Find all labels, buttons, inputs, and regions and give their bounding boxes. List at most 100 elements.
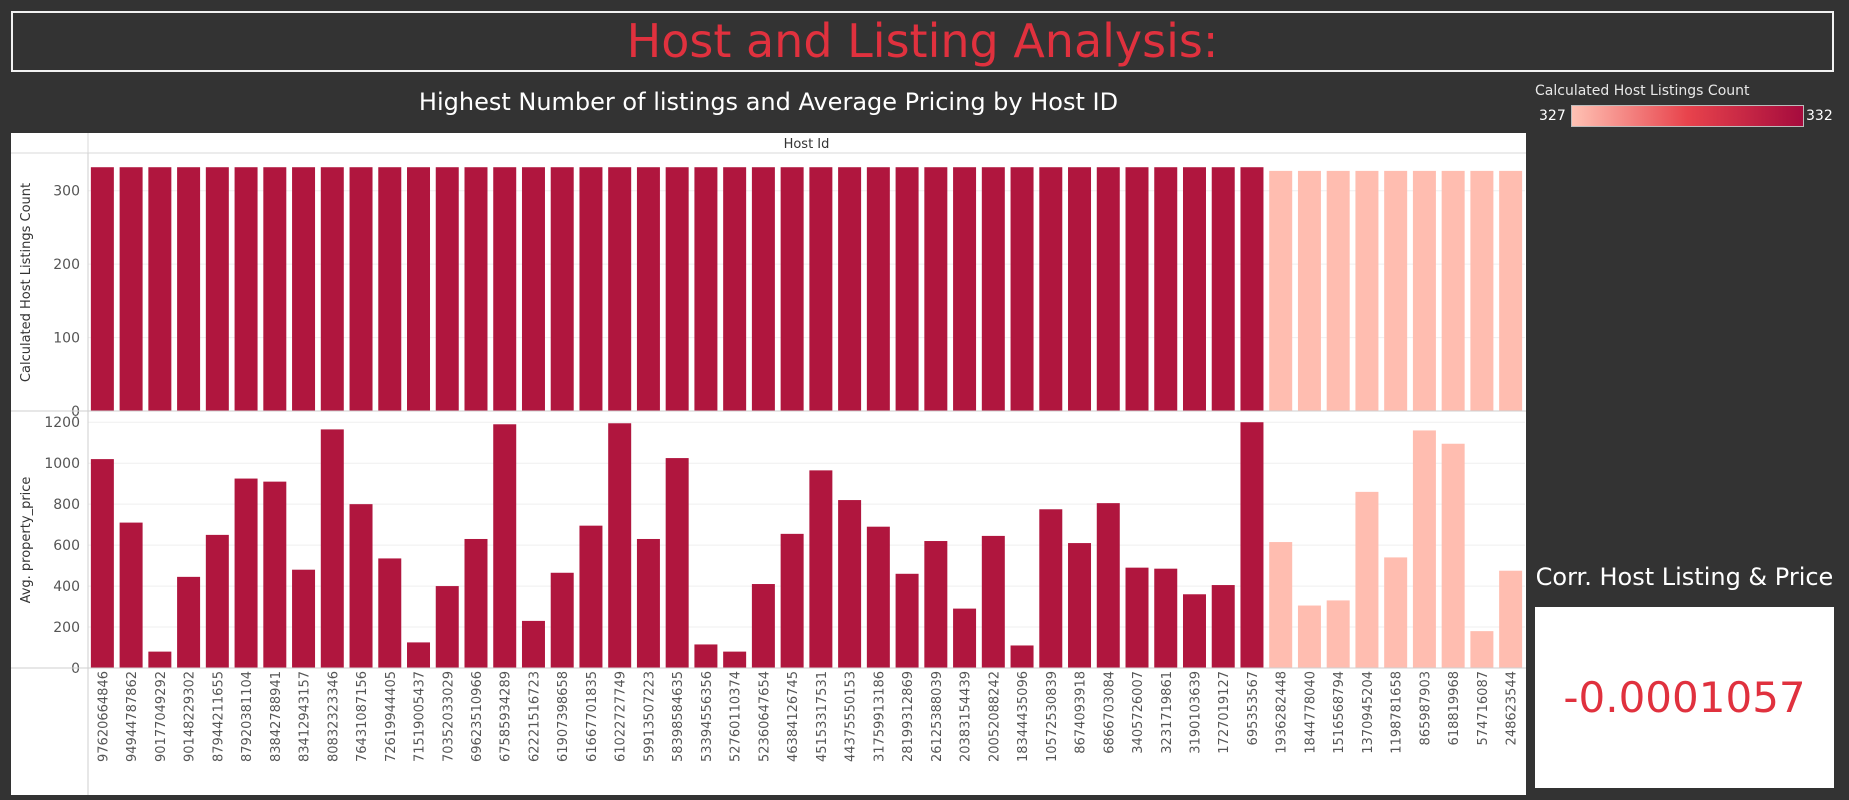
bar-price bbox=[119, 522, 143, 668]
x-tick-label: 90177049292 bbox=[154, 671, 169, 762]
x-tick-label: 3231719861 bbox=[1160, 671, 1175, 754]
x-tick-label: 20383154439 bbox=[959, 671, 974, 762]
x-tick-label: 1516568794 bbox=[1332, 671, 1347, 754]
corr-card: -0.0001057 bbox=[1535, 607, 1834, 788]
bar-price bbox=[866, 526, 890, 668]
bar-price bbox=[1096, 503, 1120, 668]
bar-price bbox=[1068, 543, 1092, 668]
bar-count bbox=[723, 167, 747, 411]
x-tick-label: 94944787862 bbox=[125, 671, 140, 762]
x-tick-label: 76431087156 bbox=[355, 671, 370, 762]
bar-chart-panel: Host Id 0 100 200 300 Calculated Host Listing… bbox=[11, 133, 1526, 795]
bar-count bbox=[1068, 167, 1092, 411]
bar-price bbox=[1182, 594, 1206, 668]
bar-count bbox=[263, 167, 287, 411]
x-tick-label: 80832323346 bbox=[326, 671, 341, 762]
bar-price bbox=[1297, 605, 1321, 668]
y-tick-label-price: 0 bbox=[71, 661, 80, 677]
x-tick-label: 87944211655 bbox=[211, 671, 226, 762]
x-tick-label: 71519005437 bbox=[413, 671, 428, 762]
chart-title: Highest Number of listings and Average P… bbox=[418, 88, 1119, 116]
bar-count bbox=[1441, 170, 1465, 411]
legend-min-label: 327 bbox=[1539, 108, 1566, 124]
y-axis-title-price: Avg. property_price bbox=[19, 477, 34, 604]
bar-count bbox=[751, 167, 775, 411]
bar-price bbox=[809, 470, 833, 668]
y-tick-label-count: 0 bbox=[71, 404, 80, 420]
x-tick-label: 45153317531 bbox=[815, 671, 830, 762]
bar-price bbox=[521, 620, 545, 668]
x-tick-label: 58398584635 bbox=[671, 671, 686, 762]
bar-price bbox=[1211, 585, 1235, 668]
bar-count bbox=[119, 167, 143, 411]
bar-price bbox=[895, 573, 919, 668]
y-tick-label-count: 100 bbox=[53, 331, 80, 347]
bar-count bbox=[205, 167, 229, 411]
x-tick-label: 28199312869 bbox=[901, 671, 916, 762]
x-tick-label: 1727019127 bbox=[1217, 671, 1232, 754]
x-tick-label: 97620664846 bbox=[96, 671, 111, 762]
legend-max-label: 332 bbox=[1806, 108, 1833, 124]
x-tick-label: 574716087 bbox=[1476, 671, 1491, 745]
bar-price bbox=[407, 642, 431, 668]
x-tick-label: 72619944405 bbox=[384, 671, 399, 762]
bar-price bbox=[435, 586, 459, 668]
x-tick-label: 1844778040 bbox=[1303, 671, 1318, 754]
y-tick-label-price: 1200 bbox=[44, 415, 80, 431]
bar-price bbox=[636, 538, 660, 668]
bar-count bbox=[665, 167, 689, 411]
bar-price bbox=[205, 534, 229, 668]
bar-price bbox=[1355, 491, 1379, 668]
bar-price bbox=[608, 423, 632, 668]
bar-count bbox=[464, 167, 488, 411]
bar-price bbox=[90, 459, 114, 668]
bar-count bbox=[1211, 167, 1235, 411]
bar-price bbox=[349, 504, 373, 668]
bar-count bbox=[1269, 170, 1293, 411]
bar-price bbox=[378, 558, 402, 668]
bar-price bbox=[1412, 430, 1436, 668]
corr-value: -0.0001057 bbox=[1563, 673, 1806, 722]
bar-count bbox=[1499, 170, 1523, 411]
x-tick-label: 61667701835 bbox=[585, 671, 600, 762]
x-tick-label: 248623544 bbox=[1505, 671, 1520, 745]
x-tick-label: 62221516723 bbox=[527, 671, 542, 762]
x-tick-label: 83842788941 bbox=[269, 671, 284, 762]
bar-count bbox=[234, 167, 258, 411]
bar-count bbox=[1182, 167, 1206, 411]
bar-price bbox=[780, 533, 804, 668]
x-tick-label: 3405726007 bbox=[1131, 671, 1146, 754]
x-tick-label: 1198781658 bbox=[1390, 671, 1405, 754]
x-tick-label: 865987903 bbox=[1418, 671, 1433, 745]
bar-count bbox=[953, 167, 977, 411]
bar-price bbox=[1039, 509, 1063, 668]
bar-count bbox=[1412, 170, 1436, 411]
bar-price bbox=[694, 644, 718, 668]
bar-price bbox=[263, 481, 287, 668]
y-tick-label-price: 400 bbox=[53, 579, 80, 595]
bar-price bbox=[320, 429, 344, 668]
bar-count bbox=[1039, 167, 1063, 411]
y-tick-label-price: 200 bbox=[53, 620, 80, 636]
bar-count bbox=[1355, 170, 1379, 411]
bar-price bbox=[148, 651, 172, 668]
bar-count bbox=[292, 167, 316, 411]
x-tick-label: 44375550153 bbox=[844, 671, 859, 762]
bar-count bbox=[809, 167, 833, 411]
bar-price bbox=[292, 569, 316, 668]
bar-count bbox=[435, 167, 459, 411]
bar-price bbox=[1269, 542, 1293, 668]
x-tick-label: 46384126745 bbox=[786, 671, 801, 762]
bar-count bbox=[378, 167, 402, 411]
x-tick-label: 10572530839 bbox=[1045, 671, 1060, 762]
y-tick-label-price: 1000 bbox=[44, 456, 80, 472]
bar-price bbox=[1154, 568, 1178, 668]
bar-count bbox=[1384, 170, 1408, 411]
x-tick-label: 83412943157 bbox=[298, 671, 313, 762]
x-tick-label: 1936282448 bbox=[1275, 671, 1290, 754]
bar-price bbox=[981, 535, 1005, 668]
corr-title: Corr. Host Listing & Price bbox=[1535, 563, 1834, 591]
y-tick-label-price: 600 bbox=[53, 538, 80, 554]
bar-price bbox=[924, 541, 948, 668]
bar-count bbox=[608, 167, 632, 411]
